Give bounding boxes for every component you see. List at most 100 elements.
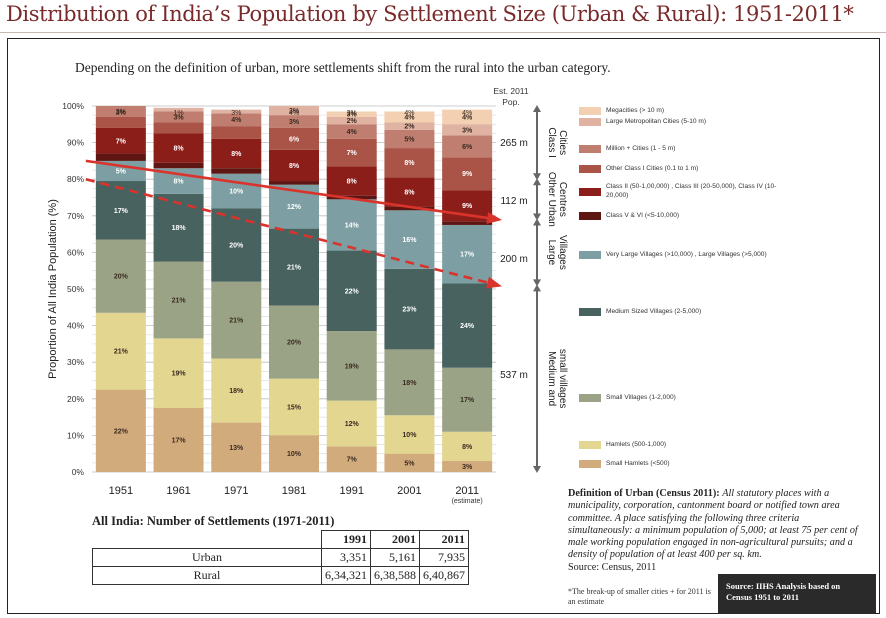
table-cell: 5,161	[370, 548, 420, 567]
data-label: 24%	[460, 323, 475, 330]
y-tick-label: 100%	[62, 101, 84, 111]
est-pop-value: 112 m	[500, 196, 527, 207]
settlements-table-title: All India: Number of Settlements (1971-2…	[92, 514, 335, 528]
bar-segment	[384, 206, 435, 211]
bar-segment	[95, 389, 146, 472]
data-label: 4%	[462, 110, 472, 117]
bar-segment	[326, 250, 377, 332]
data-label: 10%	[402, 432, 417, 439]
est-pop-value: 265 m	[500, 138, 528, 149]
data-label: 8%	[404, 160, 415, 167]
bar-segment	[442, 109, 493, 125]
data-label: 8%	[231, 151, 242, 158]
data-label: 5%	[116, 168, 127, 175]
legend-label: Small Hamlets (<500)	[606, 460, 670, 467]
trend-arrowhead	[486, 211, 503, 224]
y-tick-label: 10%	[67, 430, 84, 440]
data-label: 1%	[174, 110, 184, 117]
legend-label: Small Villages (1-2,000)	[606, 394, 676, 401]
legend-label: Large Metropolitan Cities (5-10 m)	[606, 118, 707, 125]
bracket-label: Medium and	[546, 351, 557, 406]
x-tick-note: (estimate)	[452, 498, 483, 505]
data-label: 7%	[347, 150, 358, 157]
data-label: 10%	[287, 451, 302, 458]
bracket-arrow	[533, 218, 541, 226]
data-label: 8%	[462, 444, 473, 451]
y-tick-label: 50%	[67, 284, 84, 294]
trend-line	[85, 159, 499, 221]
legend-swatch	[579, 441, 601, 450]
x-tick-label: 1981	[282, 485, 306, 497]
page-title: Distribution of India’s Population by Se…	[6, 2, 854, 26]
data-label: 4%	[289, 110, 299, 117]
bar-segment	[95, 153, 146, 161]
bar-segment	[326, 116, 377, 125]
legend-item: Other Class I Cities (0.1 to 1 m)	[579, 165, 698, 174]
data-label: 9%	[462, 171, 473, 178]
bar-segment	[153, 122, 204, 134]
data-label: 12%	[345, 421, 360, 428]
bar-segment	[95, 239, 146, 313]
data-label: 8%	[404, 190, 415, 197]
data-label: 4%	[404, 110, 414, 117]
table-header-cell: 1991	[321, 530, 371, 549]
data-label: 3%	[347, 112, 358, 119]
bar-segment	[384, 122, 435, 130]
bar-segment	[326, 111, 377, 117]
bracket-label: Large	[546, 240, 557, 266]
bar-segment	[95, 106, 146, 117]
legend-item: Small Villages (1-2,000)	[579, 394, 676, 403]
est-pop-label: Est. 2011 Pop.	[493, 86, 529, 107]
title-divider	[0, 32, 886, 33]
bar-segment	[269, 378, 319, 436]
bar-segment	[153, 111, 204, 123]
bracket-arrow	[533, 178, 541, 186]
settlements-table: 1991 2001 2011 Urban 3,351 5,161 7,935 R…	[92, 530, 469, 585]
bar-segment	[269, 127, 319, 150]
bar-segment	[153, 162, 204, 169]
bracket-label: small villages	[557, 349, 568, 408]
bar-segment	[384, 177, 435, 207]
legend-label: Very Large Villages (>10,000) , Large Vi…	[606, 251, 767, 258]
data-label: 21%	[287, 265, 302, 272]
bar-segment	[95, 312, 146, 390]
data-label: 18%	[229, 388, 244, 395]
data-label: 4%	[347, 129, 358, 136]
bar-segment	[153, 338, 204, 408]
bar-segment	[442, 221, 493, 225]
y-tick-label: 40%	[67, 321, 84, 331]
data-label: 7%	[116, 138, 127, 145]
legend-swatch	[579, 107, 601, 116]
table-cell: 7,935	[419, 548, 469, 567]
data-label: 10%	[229, 189, 244, 196]
bar-segment	[95, 160, 146, 182]
data-label: 8%	[174, 146, 185, 153]
est-pop-value: 200 m	[500, 254, 528, 265]
bracket-arrow	[533, 105, 541, 112]
data-label: 17%	[460, 397, 475, 404]
legend-item: Medium Sized Villages (2-5,000)	[579, 308, 701, 317]
y-tick-label: 80%	[67, 174, 84, 184]
bracket-label: Villages	[557, 235, 568, 270]
x-tick-label: 1991	[339, 485, 363, 497]
bar-segment	[211, 358, 262, 423]
data-label: 3%	[347, 110, 357, 117]
legend-item: Million + Cities (1 - 5 m)	[579, 145, 675, 154]
bar-segment	[269, 181, 319, 185]
legend-label: Other Class I Cities (0.1 to 1 m)	[606, 165, 699, 172]
data-label: 20%	[287, 340, 302, 347]
bar-segment	[326, 124, 377, 139]
bar-segment	[95, 127, 146, 154]
data-label: 20%	[229, 243, 244, 250]
y-tick-label: 90%	[67, 138, 84, 148]
bar-segment	[384, 453, 435, 472]
data-label: 5%	[404, 136, 415, 143]
legend-swatch	[579, 118, 601, 127]
legend-label: Hamlets (500-1,000)	[606, 441, 667, 448]
bracket-label: Cities	[557, 130, 568, 155]
bar-segment	[442, 431, 493, 462]
legend-label: Million + Cities (1 - 5 m)	[606, 145, 676, 152]
legend-item: Class V & VI (<5-10,000)	[579, 212, 679, 221]
data-label: 4%	[462, 114, 473, 121]
data-label: 9%	[462, 203, 473, 210]
